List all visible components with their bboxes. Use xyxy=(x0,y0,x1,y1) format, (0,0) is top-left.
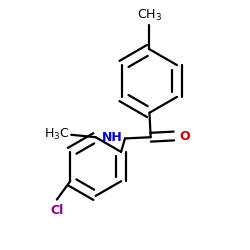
Text: H$_3$C: H$_3$C xyxy=(44,127,70,142)
Text: NH: NH xyxy=(102,132,122,144)
Text: Cl: Cl xyxy=(50,204,64,217)
Text: CH$_3$: CH$_3$ xyxy=(137,8,162,23)
Text: O: O xyxy=(179,130,190,142)
